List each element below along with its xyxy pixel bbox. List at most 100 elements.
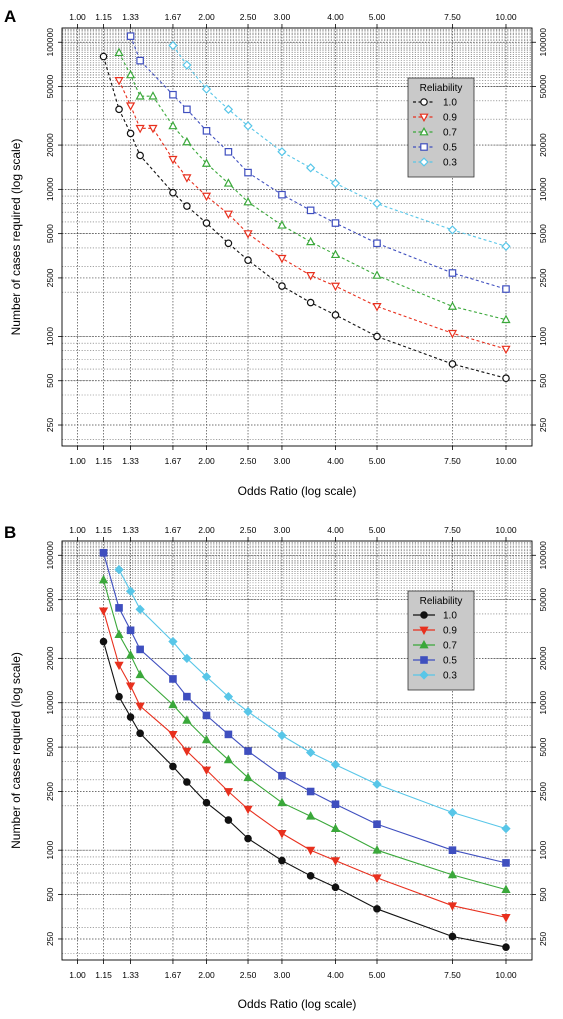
- data-point: [168, 699, 178, 709]
- data-point: [169, 762, 177, 771]
- data-point: [373, 239, 381, 248]
- data-point: [501, 314, 511, 324]
- data-point: [419, 626, 429, 636]
- legend-title: Reliability: [420, 83, 463, 94]
- data-point: [182, 747, 192, 757]
- data-point: [330, 282, 341, 292]
- y-tick-label: 20000: [45, 646, 55, 670]
- data-point: [448, 269, 457, 277]
- x-tick-label: 5.00: [369, 456, 386, 466]
- data-point: [278, 771, 286, 780]
- series-0-7: [114, 47, 511, 324]
- x-tick-label-top: 1.00: [69, 525, 86, 535]
- data-point: [168, 40, 178, 51]
- data-point: [447, 329, 458, 339]
- data-point: [419, 113, 429, 123]
- y-tick-label: 2500: [45, 268, 55, 287]
- y-tick-label: 5000: [45, 737, 55, 756]
- legend-label: 1.0: [443, 98, 457, 109]
- x-tick-label-top: 1.67: [165, 525, 182, 535]
- x-tick-label: 3.00: [274, 970, 291, 980]
- data-point: [223, 104, 234, 114]
- data-point: [125, 69, 136, 79]
- y-tick-label-right: 1000: [538, 840, 548, 859]
- data-point: [502, 859, 510, 867]
- data-point: [183, 692, 191, 701]
- data-point: [501, 884, 511, 894]
- y-tick-label-right: 100000: [538, 28, 548, 57]
- data-point: [447, 902, 458, 911]
- data-point: [115, 692, 123, 701]
- data-point: [419, 639, 429, 649]
- data-point: [330, 760, 341, 770]
- series-0-9: [114, 77, 511, 355]
- data-point: [114, 661, 124, 671]
- x-tick-label: 2.00: [198, 970, 215, 980]
- plot-frame: [61, 540, 533, 961]
- series-line: [118, 569, 507, 830]
- legend-label: 0.5: [443, 656, 457, 667]
- legend-label: 0.7: [443, 128, 457, 139]
- data-point: [126, 129, 135, 138]
- series-1-0: [99, 637, 510, 951]
- data-point: [135, 604, 145, 614]
- series-line: [172, 45, 507, 247]
- x-tick-label: 1.00: [69, 456, 86, 466]
- y-tick-label: 500: [45, 373, 55, 387]
- x-tick-label: 2.50: [240, 456, 257, 466]
- data-point: [125, 586, 136, 596]
- legend-box: [407, 77, 475, 178]
- data-point: [419, 157, 429, 167]
- legend-title: Reliability: [420, 596, 463, 607]
- data-point: [201, 734, 212, 744]
- y-tick-label: 100000: [45, 28, 55, 57]
- y-tick-label: 250: [45, 932, 55, 946]
- data-point: [502, 285, 510, 293]
- data-point: [306, 787, 315, 796]
- y-tick-label-right: 250: [538, 932, 548, 946]
- data-point: [372, 874, 382, 883]
- series-0-7: [98, 574, 511, 894]
- data-point: [136, 645, 144, 654]
- series-line: [102, 56, 507, 379]
- data-point: [448, 846, 457, 854]
- y-tick-label-right: 500: [538, 887, 548, 901]
- data-point: [126, 32, 135, 40]
- x-tick-label-top: 2.00: [198, 12, 215, 22]
- y-tick-label-right: 10000: [538, 177, 548, 201]
- data-point: [501, 914, 511, 923]
- data-point: [223, 788, 234, 797]
- y-tick-label: 20000: [45, 133, 55, 157]
- x-tick-label: 7.50: [444, 970, 461, 980]
- data-point: [305, 163, 316, 173]
- data-point: [125, 650, 136, 659]
- x-tick-label-top: 2.00: [198, 525, 215, 535]
- data-point: [169, 188, 177, 197]
- legend-label: 0.9: [443, 113, 457, 124]
- data-point: [114, 47, 124, 57]
- x-axis-label: Odds Ratio (log scale): [238, 997, 357, 1011]
- data-point: [420, 98, 428, 106]
- data-point: [201, 84, 212, 94]
- y-tick-label: 50000: [45, 588, 55, 612]
- data-point: [168, 730, 178, 740]
- y-tick-label-right: 2500: [538, 782, 548, 801]
- x-tick-label: 3.00: [274, 456, 291, 466]
- data-point: [306, 206, 315, 215]
- y-tick-label: 10000: [45, 691, 55, 715]
- data-point: [115, 105, 123, 114]
- data-point: [277, 254, 287, 264]
- data-point: [331, 311, 340, 319]
- x-tick-label: 10.00: [495, 970, 517, 980]
- data-point: [447, 301, 458, 310]
- data-point: [135, 91, 145, 100]
- x-tick-label: 4.00: [327, 456, 344, 466]
- series-0-3: [114, 564, 511, 834]
- data-point: [135, 702, 145, 712]
- x-tick-label: 7.50: [444, 456, 461, 466]
- plot-frame: [61, 27, 533, 447]
- data-point: [331, 219, 340, 227]
- legend-box: [407, 590, 475, 691]
